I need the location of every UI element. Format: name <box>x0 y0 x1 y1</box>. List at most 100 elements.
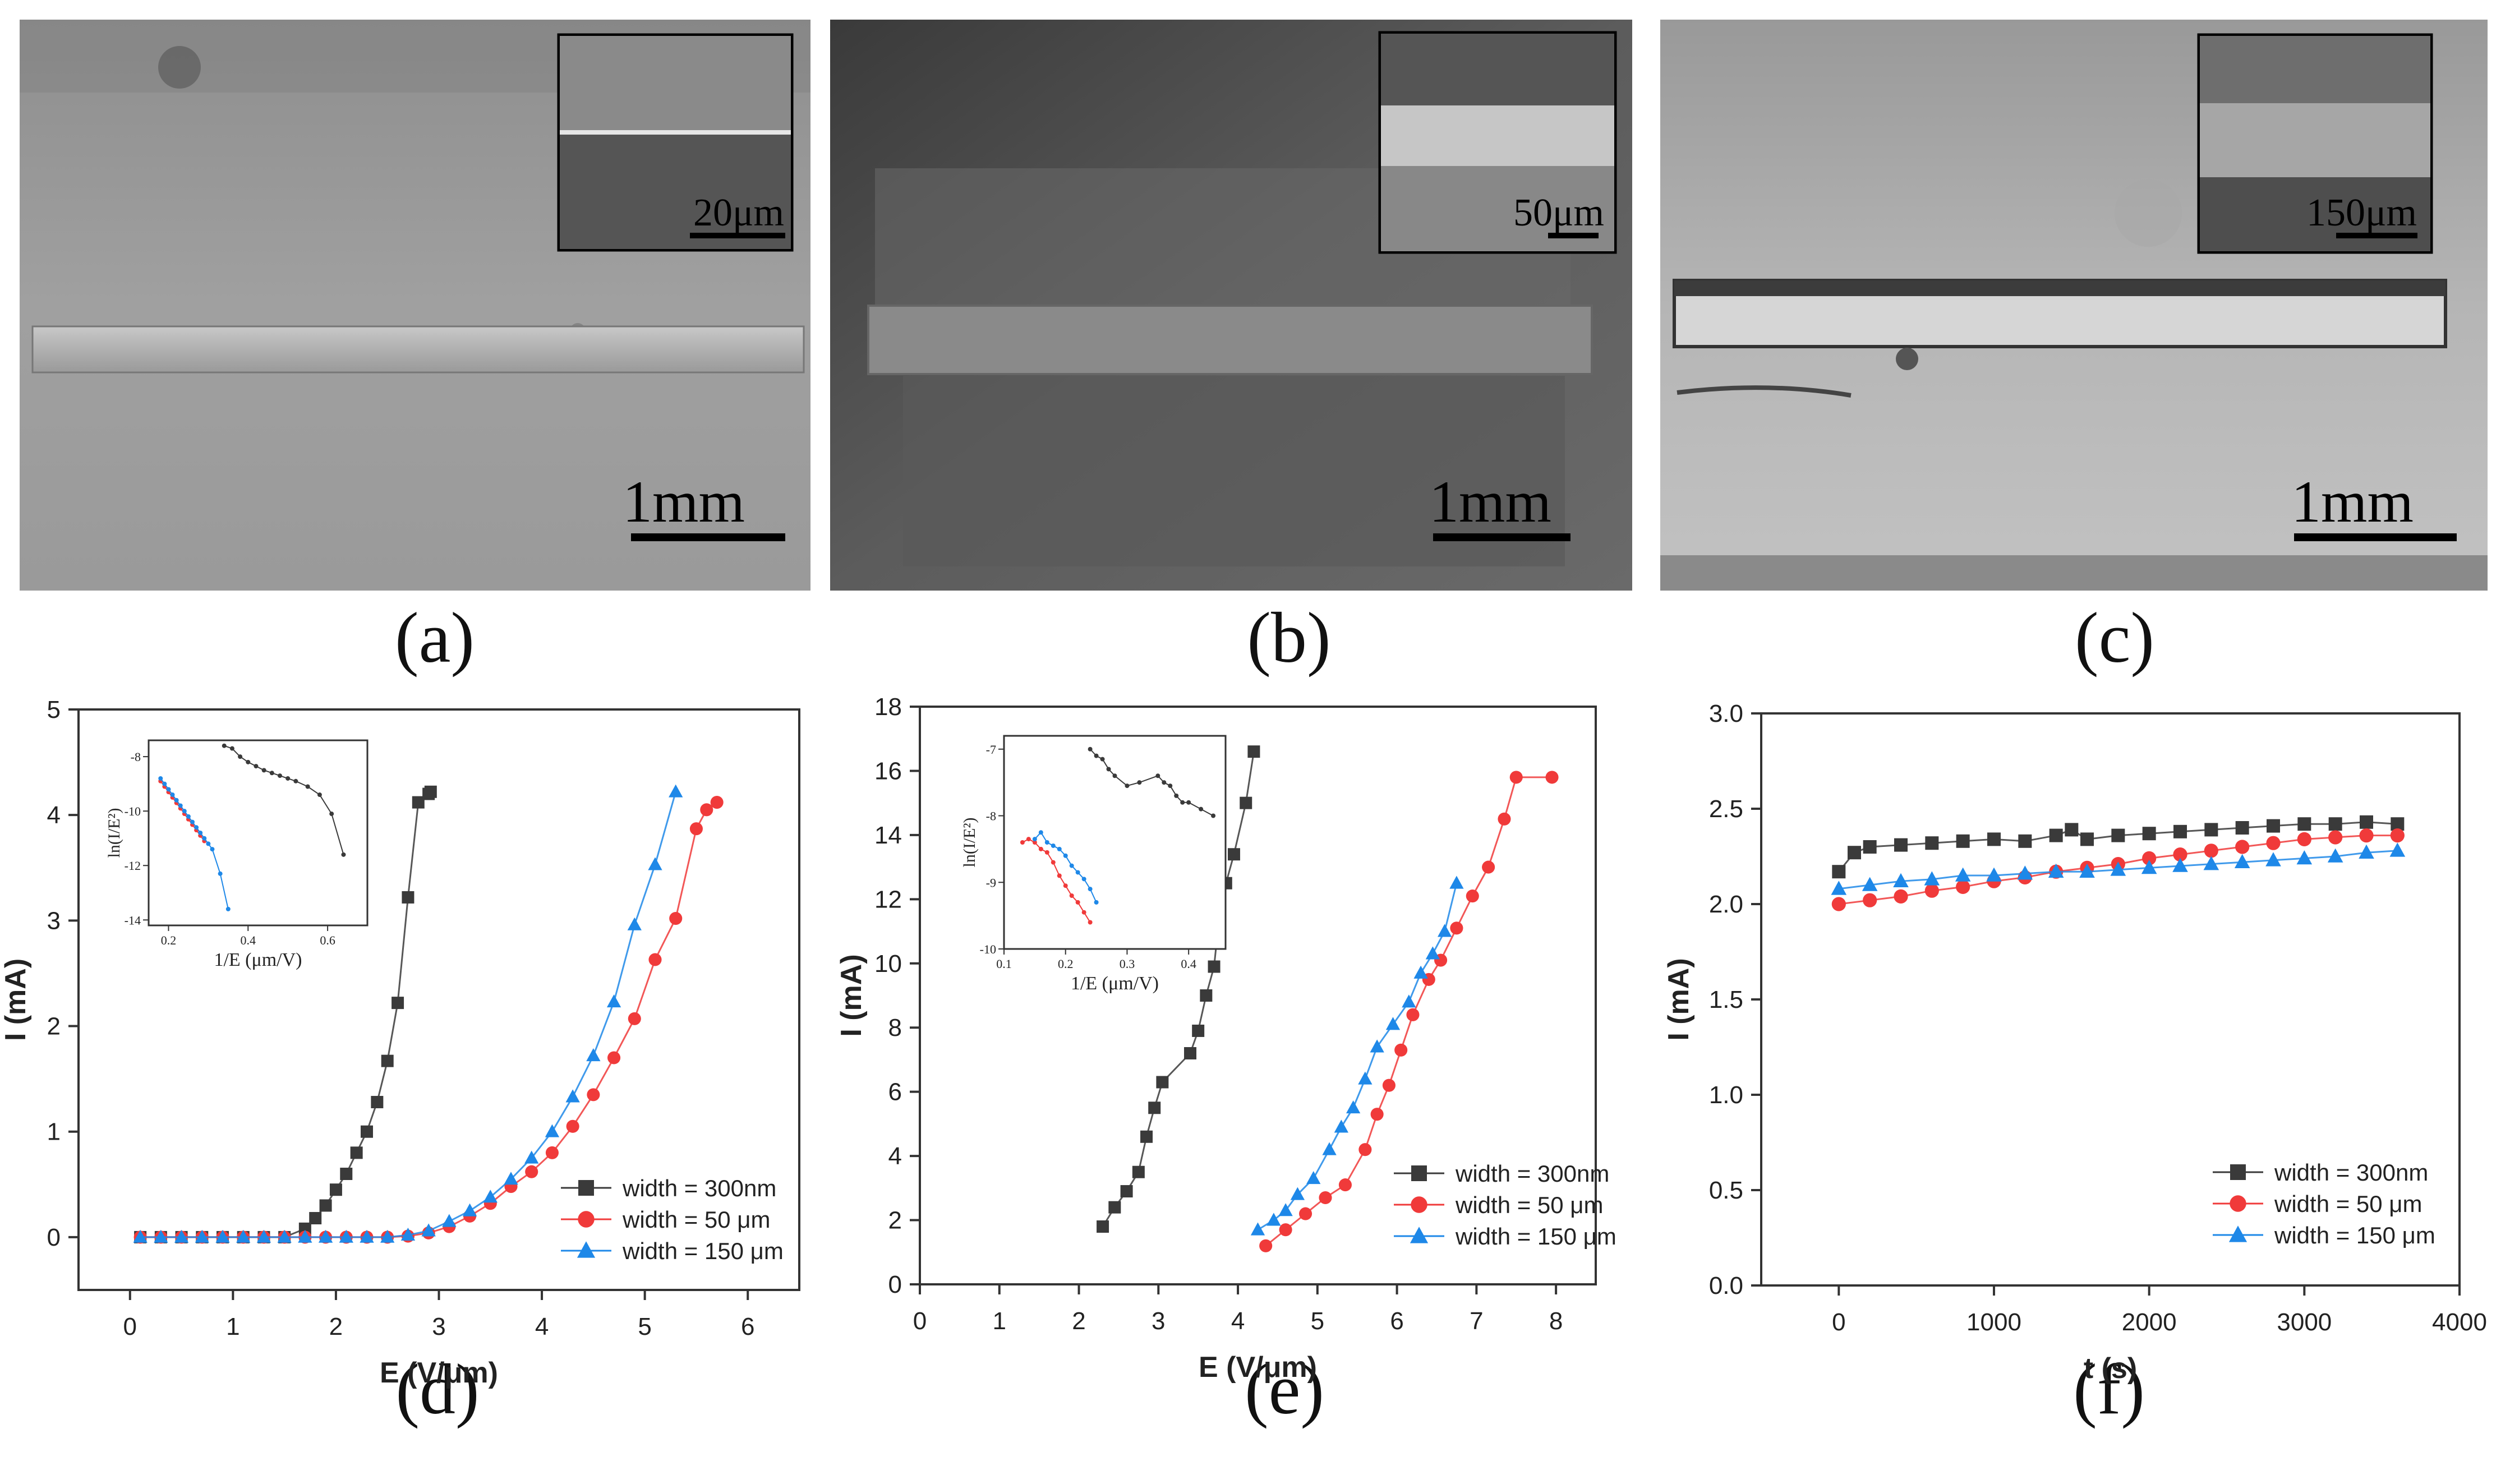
y-axis-label: I (mA) <box>835 954 868 1036</box>
inset-data-point <box>1075 870 1080 875</box>
data-point <box>1097 1220 1109 1233</box>
data-point <box>628 1012 641 1025</box>
data-point <box>1132 1165 1145 1178</box>
data-point <box>2080 832 2094 846</box>
data-point <box>2266 836 2281 850</box>
inset-data-point <box>218 871 223 876</box>
x-tick-label: 7 <box>1470 1307 1483 1335</box>
data-point <box>1148 1102 1161 1114</box>
inset-y-tick-label: -10 <box>980 942 996 956</box>
y-tick-label: 4 <box>47 801 61 829</box>
data-point <box>400 1227 416 1241</box>
data-point <box>1358 1071 1373 1085</box>
data-point <box>2048 863 2064 878</box>
data-point <box>2360 815 2373 829</box>
data-point <box>1278 1203 1293 1216</box>
x-tick-label: 0 <box>1832 1308 1845 1336</box>
inset-data-point <box>1199 806 1204 812</box>
data-point <box>1863 840 1877 854</box>
inset-data-point <box>317 792 322 798</box>
inset-y-tick-label: -9 <box>986 875 996 890</box>
data-point <box>1925 836 1939 850</box>
inset-data-point <box>1038 830 1043 835</box>
inset-data-point <box>305 784 310 789</box>
inset-x-axis-label: 1/E (μm/V) <box>1071 973 1159 994</box>
data-point <box>1413 965 1428 979</box>
inset-series-line <box>160 778 229 910</box>
x-tick-label: 8 <box>1549 1307 1563 1335</box>
inset-data-point <box>158 776 163 781</box>
inset-data-point <box>261 768 266 773</box>
x-tick-label: 4 <box>1231 1307 1245 1335</box>
inset-data-point <box>1186 800 1191 805</box>
data-point <box>2359 828 2374 843</box>
inset-data-point <box>1211 813 1216 818</box>
data-point <box>350 1146 363 1159</box>
data-point <box>1358 1143 1372 1156</box>
legend-entry: width = 300nm <box>622 1175 776 1201</box>
data-point <box>2017 865 2033 880</box>
x-tick-label: 1 <box>226 1313 240 1340</box>
sem-image-a: 20μm 1mm <box>20 20 810 591</box>
inset-data-point <box>293 778 298 784</box>
y-tick-label: 12 <box>874 886 902 913</box>
inset-data-point <box>222 743 227 748</box>
inset-x-tick-label: 0.1 <box>996 957 1012 971</box>
data-point <box>1140 1130 1153 1143</box>
y-tick-label: 2.5 <box>1709 795 1743 823</box>
data-point <box>2296 850 2313 865</box>
legend-entry: width = 150 μm <box>2274 1222 2435 1248</box>
x-axis-label: E (V/μm) <box>380 1357 498 1389</box>
y-axis-label: I (mA) <box>1662 958 1695 1040</box>
inset-data-point <box>285 776 291 781</box>
inset-data-point <box>178 803 183 808</box>
inset-y-tick-label: -12 <box>125 859 141 873</box>
data-point <box>1208 960 1221 973</box>
data-point <box>2142 851 2157 865</box>
x-tick-label: 0 <box>123 1313 137 1340</box>
inset-frame <box>1003 735 1227 950</box>
data-point <box>360 1229 374 1243</box>
y-tick-label: 8 <box>888 1014 902 1041</box>
data-point <box>1466 890 1479 903</box>
legend-entry: width = 50 μm <box>2274 1191 2422 1217</box>
data-point <box>2079 863 2095 878</box>
x-tick-label: 2 <box>1072 1307 1085 1335</box>
inset-y-tick-label: -8 <box>986 809 996 823</box>
data-point <box>2110 861 2126 876</box>
inset-data-point <box>1081 877 1086 882</box>
legend-marker <box>578 1211 595 1228</box>
y-tick-label: 0 <box>47 1224 61 1251</box>
data-point <box>1437 924 1452 937</box>
legend-entry: width = 300nm <box>1455 1160 1609 1187</box>
y-tick-label: 3 <box>47 907 61 934</box>
data-point <box>2173 824 2187 838</box>
inset-scale-b: 50μm <box>1513 191 1604 234</box>
data-point <box>1955 867 1971 882</box>
data-point <box>371 1096 384 1109</box>
inset-data-point <box>1088 887 1093 892</box>
data-point <box>1987 832 2001 846</box>
data-point <box>339 1229 353 1243</box>
panel-label-c: (c) <box>2075 598 2154 678</box>
data-point <box>1402 994 1416 1008</box>
data-point <box>1831 881 1847 895</box>
legend-marker <box>2230 1164 2246 1180</box>
data-point <box>1894 838 1908 852</box>
strip-b <box>867 305 1593 375</box>
data-point <box>1306 1170 1321 1185</box>
inset-data-point <box>1051 843 1056 848</box>
data-point <box>2234 854 2250 868</box>
data-point <box>565 1089 580 1103</box>
inset-data-point <box>1069 893 1074 898</box>
y-tick-label: 1 <box>47 1118 61 1146</box>
data-point <box>504 1172 518 1185</box>
x-tick-label: 4 <box>535 1313 549 1340</box>
y-tick-label: 6 <box>888 1079 902 1106</box>
y-tick-label: 14 <box>874 822 902 849</box>
inset-data-point <box>1125 784 1130 789</box>
inset-x-tick-label: 0.2 <box>161 933 177 947</box>
data-point <box>1322 1142 1337 1155</box>
data-point <box>412 796 425 809</box>
